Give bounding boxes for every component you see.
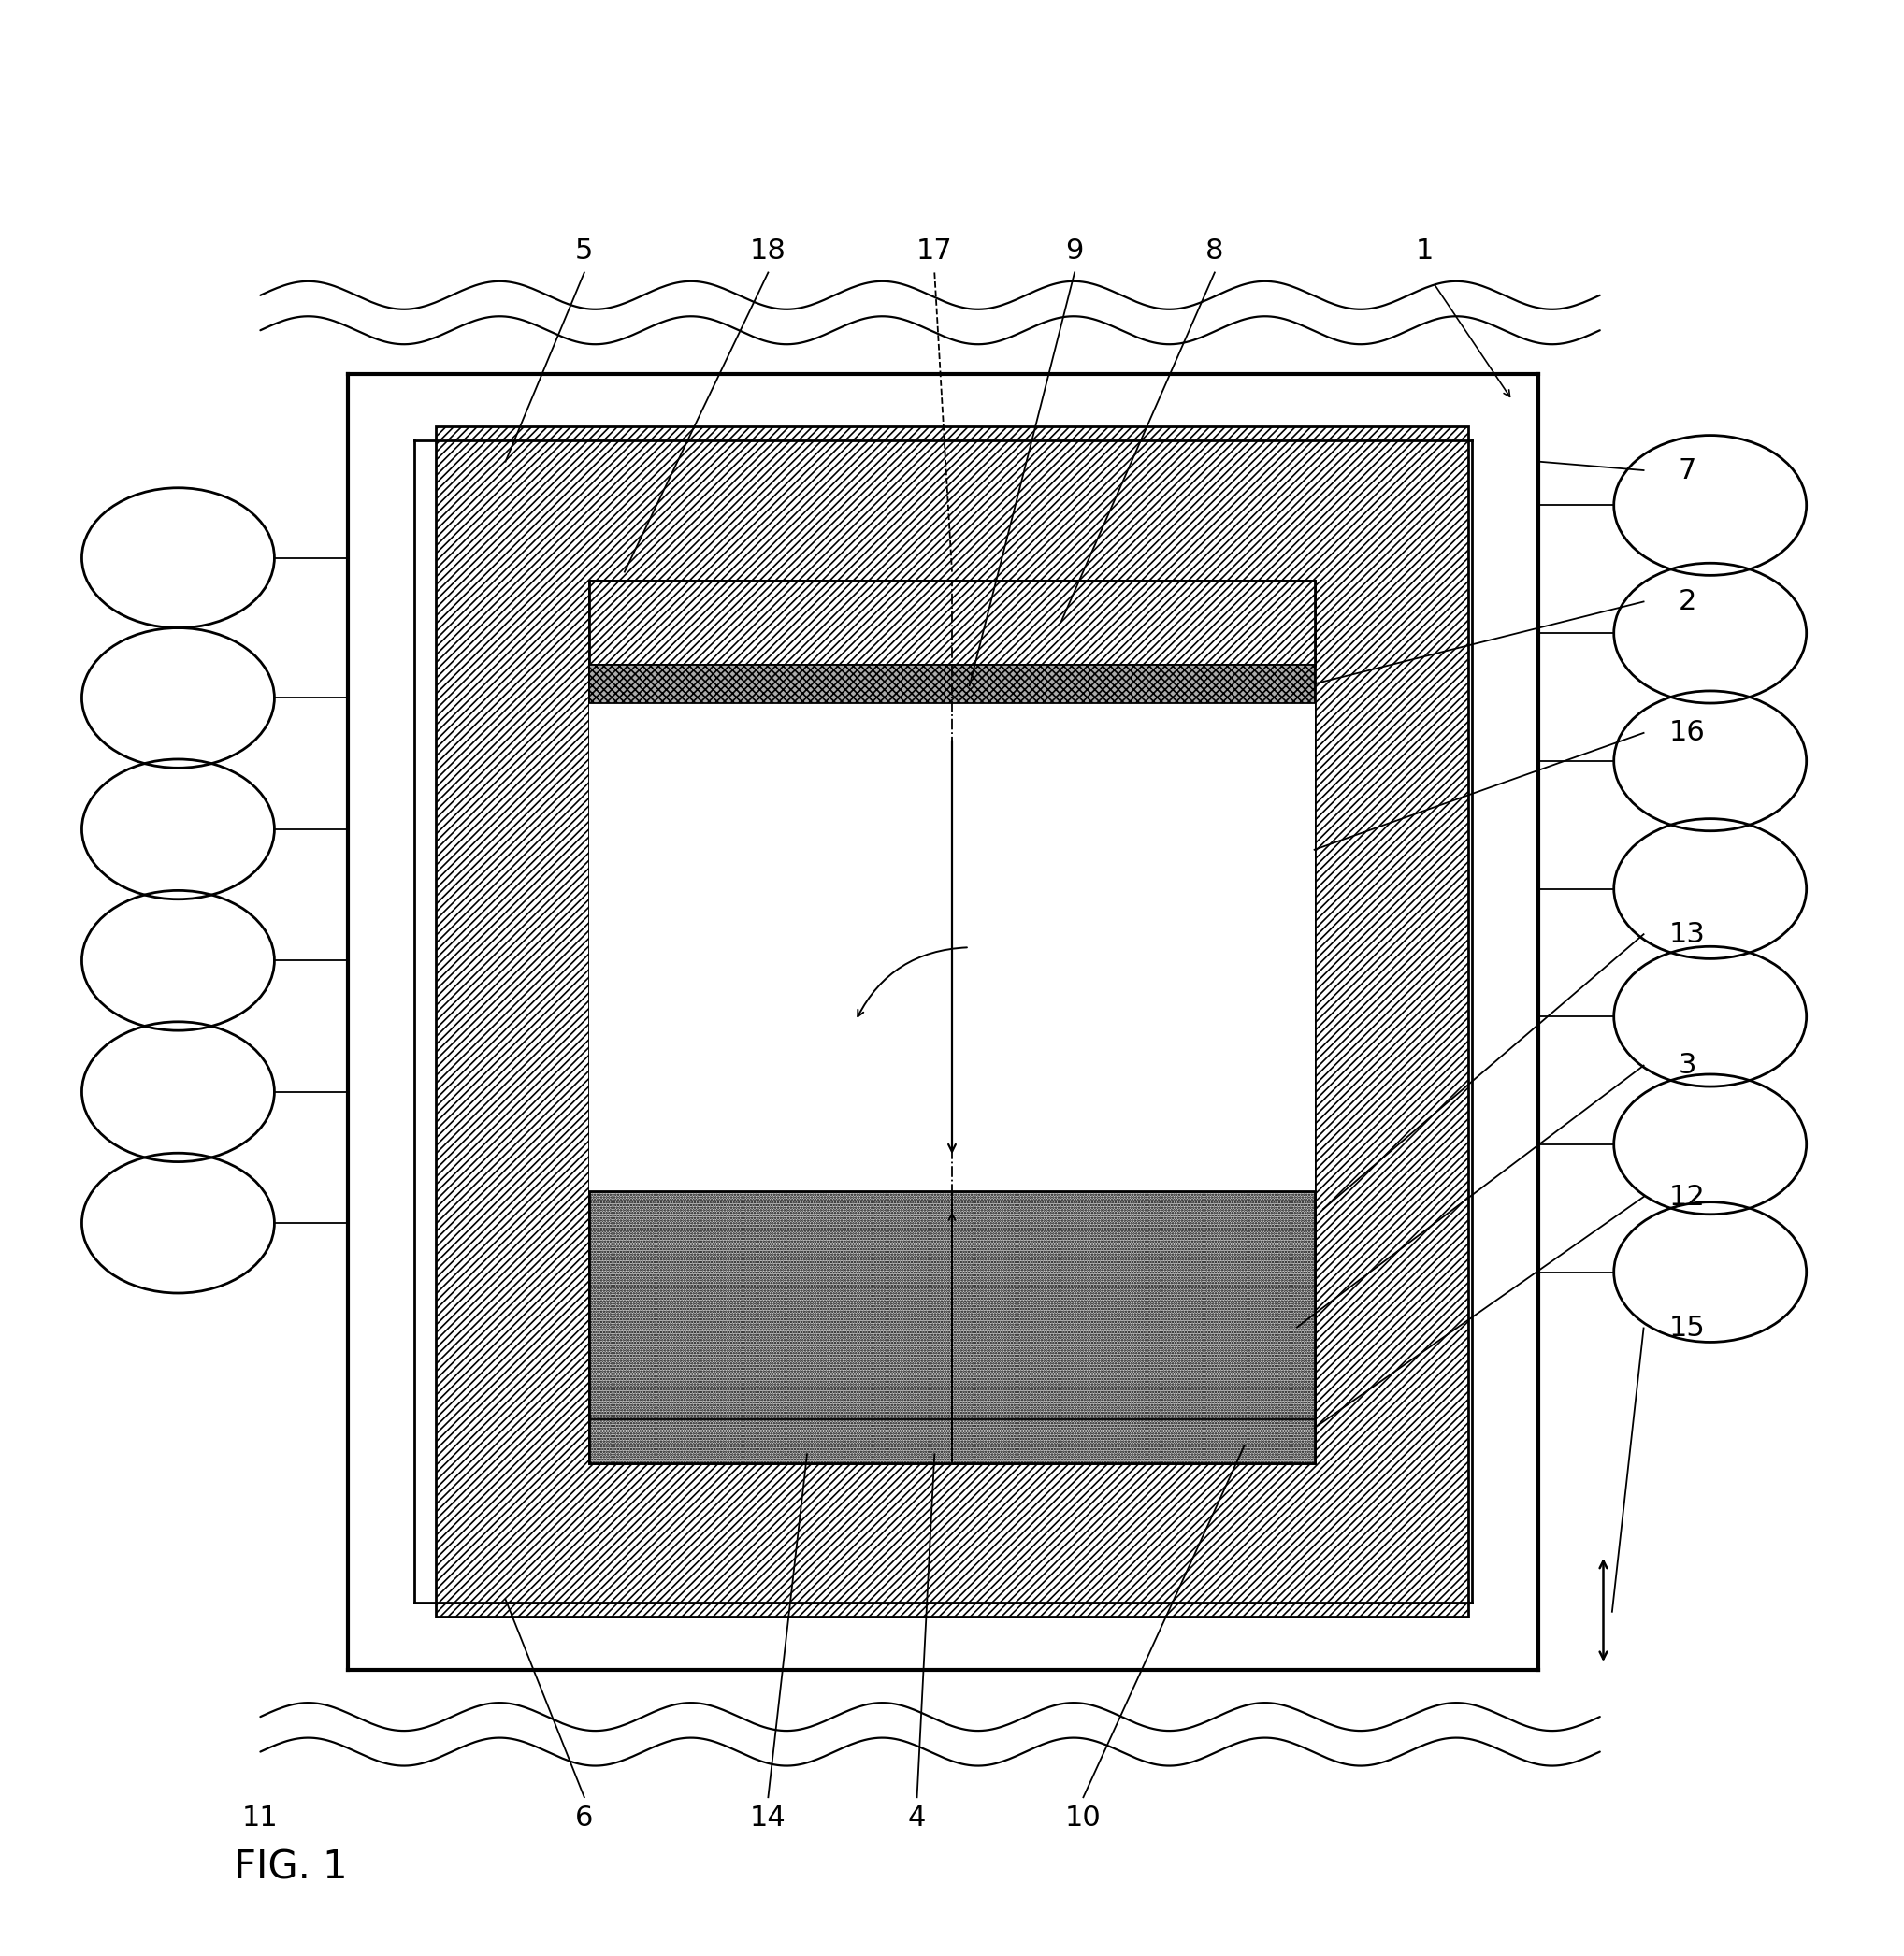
Text: 16: 16 [1670, 720, 1706, 747]
Bar [590, 581, 1314, 1463]
Bar [348, 1604, 1538, 1670]
Text: 1: 1 [1417, 239, 1434, 266]
Bar [590, 665, 1314, 702]
Text: 9: 9 [1066, 239, 1083, 266]
Text: 2: 2 [1677, 589, 1696, 616]
Text: 13: 13 [1670, 921, 1706, 949]
Text: 15: 15 [1670, 1314, 1706, 1342]
Text: 6: 6 [575, 1805, 594, 1833]
Bar [348, 374, 1538, 1670]
Text: 11: 11 [242, 1805, 278, 1833]
Text: 18: 18 [750, 239, 786, 266]
Bar [436, 426, 1468, 1618]
Text: 8: 8 [1205, 239, 1224, 266]
Text: 17: 17 [916, 239, 952, 266]
Bar [1472, 374, 1538, 1670]
Bar [590, 1191, 1314, 1463]
Bar [348, 374, 415, 1670]
Text: 10: 10 [1064, 1805, 1101, 1833]
Text: 3: 3 [1677, 1052, 1696, 1080]
Text: 5: 5 [575, 239, 594, 266]
Bar [590, 702, 1314, 1191]
Bar [590, 581, 1314, 665]
Bar [415, 440, 1472, 1604]
Bar [348, 374, 1538, 440]
Text: 7: 7 [1677, 458, 1696, 483]
Text: 4: 4 [908, 1805, 925, 1833]
Text: 14: 14 [750, 1805, 786, 1833]
Text: FIG. 1: FIG. 1 [234, 1848, 348, 1888]
Text: 12: 12 [1670, 1183, 1706, 1211]
